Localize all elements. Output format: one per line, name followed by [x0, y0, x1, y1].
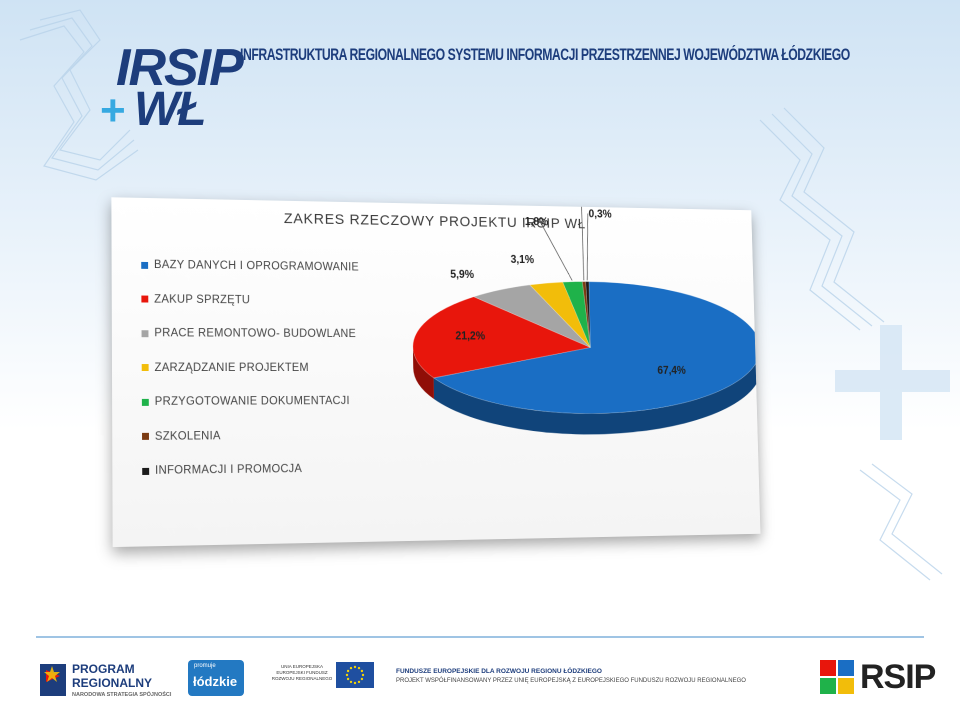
footer-divider	[36, 636, 924, 638]
pie-data-label: 67,4%	[657, 365, 686, 376]
program-line1: PROGRAM	[72, 662, 135, 676]
plus-decoration-horizontal	[835, 370, 950, 392]
star-flag-icon	[40, 660, 70, 700]
pie-data-label: 0,3%	[588, 209, 611, 221]
footer: PROGRAM REGIONALNY NARODOWA STRATEGIA SP…	[0, 640, 960, 717]
eu-star	[361, 670, 363, 672]
eu-star	[346, 674, 348, 676]
eu-star	[361, 678, 363, 680]
rsip-text: RSIP	[860, 658, 935, 697]
ue-caption: UNIA EUROPEJSKA EUROPEJSKI FUNDUSZ ROZWO…	[270, 664, 334, 682]
fund-subtitle: PROJEKT WSPÓŁFINANSOWANY PRZEZ UNIĘ EURO…	[396, 678, 746, 684]
lodzkie-big: łódzkie	[193, 674, 237, 689]
eu-star	[350, 667, 352, 669]
program-regionalny-logo: PROGRAM REGIONALNY NARODOWA STRATEGIA SP…	[40, 658, 175, 704]
eu-star	[358, 667, 360, 669]
fund-title: FUNDUSZE EUROPEJSKIE DLA ROZWOJU REGIONU…	[396, 668, 602, 675]
eu-star	[347, 670, 349, 672]
page-title: INFRASTRUKTURA REGIONALNEGO SYSTEMU INFO…	[240, 46, 850, 65]
chart-panel: ZAKRES RZECZOWY PROJEKTU IRSIP WŁ BAZY D…	[111, 197, 760, 547]
eu-star	[358, 681, 360, 683]
logo-line2: WŁ	[134, 82, 205, 137]
eu-star	[354, 666, 356, 668]
pie-data-label: 21,2%	[455, 331, 485, 343]
eu-star	[362, 674, 364, 676]
pie-data-label: 1,8%	[525, 216, 549, 228]
pie-leader-line	[581, 197, 584, 280]
pie-data-label: 5,9%	[450, 269, 474, 281]
eu-star	[347, 678, 349, 680]
puzzle-icon	[818, 658, 858, 698]
irsip-logo: IRSIP + WŁ	[100, 38, 235, 133]
promuje-lodzkie-logo: promuje łódzkie	[188, 660, 244, 696]
eu-star	[350, 681, 352, 683]
pie-leader-line	[540, 221, 572, 280]
eu-star	[354, 682, 356, 684]
pie-leader-line	[586, 213, 590, 280]
eu-flag-icon	[336, 662, 374, 688]
program-line2: REGIONALNY	[72, 676, 152, 690]
program-line3: NARODOWA STRATEGIA SPÓJNOŚCI	[72, 692, 171, 698]
logo-plus: +	[100, 86, 126, 136]
rsip-logo: RSIP	[818, 658, 938, 698]
pie-chart: 67,4%21,2%5,9%3,1%1,8%0,3%0,3%	[111, 197, 760, 547]
pie-data-label: 3,1%	[511, 254, 535, 266]
lodzkie-small: promuje	[194, 663, 216, 669]
